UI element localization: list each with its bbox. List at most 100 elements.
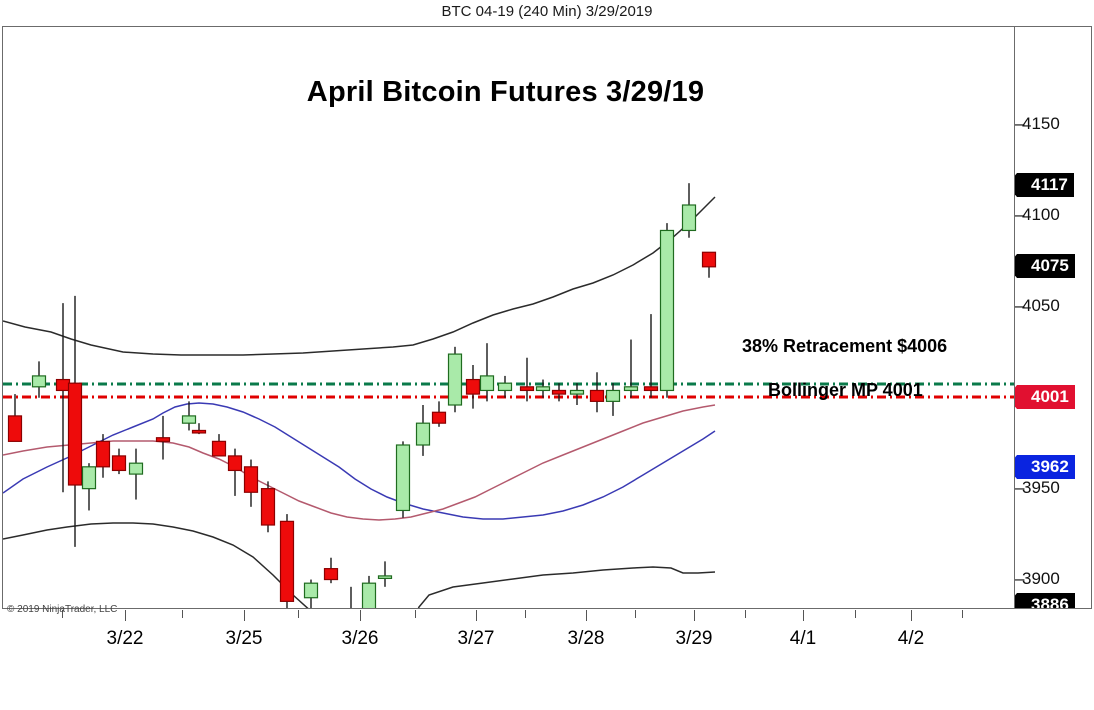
candle[interactable] [415,405,431,456]
series-moving-average-blue [3,402,716,520]
candle[interactable] [497,375,513,398]
candle-body [431,411,447,424]
candle[interactable] [181,401,197,431]
date-axis-tick [244,610,245,621]
candle[interactable] [361,575,377,608]
chart-title: April Bitcoin Futures 3/29/19 [306,76,705,108]
price-axis-tick: –4150 [1015,114,1060,134]
price-marker-4001: 4001 [1015,385,1075,409]
candle-body [55,378,71,392]
candle[interactable] [519,357,535,402]
candle-body [81,466,97,490]
date-axis-minor-tick [855,610,856,618]
candle-body [589,389,605,402]
price-axis-tick: –4100 [1015,205,1060,225]
price-marker-label: 3962 [1031,457,1069,476]
price-marker-label: 4117 [1031,175,1068,194]
candle[interactable] [465,365,481,409]
date-axis-label: 3/22 [106,628,144,649]
date-axis-label: 3/28 [567,628,605,649]
candle[interactable] [395,441,411,518]
price-marker-arrow [1015,385,1017,409]
tick-dash: – [1015,114,1025,133]
price-marker-arrow [1015,173,1017,197]
candle[interactable] [345,586,358,608]
chart-plot-area[interactable] [3,27,1014,608]
candle-body [569,389,585,395]
date-axis-label: 3/27 [457,628,495,649]
candle[interactable] [643,314,659,398]
candle-body [303,582,319,599]
price-marker-4117: 4117 [1015,173,1074,197]
price-marker-3886: 3886 [1015,593,1075,608]
window-title: BTC 04-19 (240 Min) 3/29/2019 [441,3,653,20]
date-axis-minor-tick [962,610,963,618]
candle-body [95,440,111,468]
candle[interactable] [279,514,295,608]
candle[interactable] [191,423,207,435]
price-axis-tick-label: 3900 [1022,568,1060,588]
candle[interactable] [7,394,23,442]
chart-annotation: Bollinger MP 4001 [768,380,923,400]
candle[interactable] [605,383,621,416]
candle[interactable] [431,401,447,427]
candle-body [191,429,207,434]
candle-body [227,455,243,472]
candle[interactable] [260,481,276,533]
candle[interactable] [447,346,463,413]
candle[interactable] [31,361,47,398]
candle[interactable] [111,448,127,475]
candle[interactable] [701,251,717,278]
price-axis-tick-label: 3950 [1022,477,1060,497]
candle[interactable] [569,383,585,405]
candle-body [623,386,639,392]
candle-body [279,520,295,602]
candle-body [415,422,431,446]
candle-body [7,415,23,442]
candle[interactable] [535,379,551,398]
candle[interactable] [623,339,639,398]
price-axis-tick: –3950 [1015,478,1060,498]
candle-body [260,488,276,526]
candle[interactable] [227,448,243,496]
candle[interactable] [95,434,111,478]
candle[interactable] [155,415,171,460]
date-axis-minor-tick [298,610,299,618]
candle-body [681,204,697,232]
price-marker-arrow [1015,254,1017,278]
candle[interactable] [681,183,697,238]
price-axis-tick: –3900 [1015,569,1060,589]
price-marker-label: 4001 [1031,387,1069,406]
candle[interactable] [377,561,393,587]
date-axis-tick [125,610,126,621]
candle[interactable] [243,459,259,507]
candle[interactable] [81,463,97,511]
candle-body [659,229,675,392]
candle[interactable] [67,295,83,547]
price-axis-separator [1014,27,1015,608]
candle[interactable] [128,448,144,500]
candle-body [519,386,535,392]
date-axis-label: 4/1 [789,628,817,649]
candle[interactable] [479,343,495,402]
price-axis[interactable]: –3900 –3950 –4050 –4100 –4150 4117 4075 4001 396… [1015,27,1094,608]
candle[interactable] [589,372,605,413]
candle-body [377,575,393,580]
candle[interactable] [551,383,567,402]
candle[interactable] [211,434,227,457]
series-moving-average-red [3,404,716,521]
candlestick-svg [3,183,1014,608]
candle-body [551,389,567,395]
candle-body [447,353,463,406]
candle[interactable] [323,557,339,584]
candle[interactable] [303,579,319,608]
date-axis-minor-tick [745,610,746,618]
candle-body [465,378,481,395]
candle[interactable] [659,223,675,398]
price-axis-tick-label: 4150 [1022,114,1060,133]
candle-body [497,382,513,392]
candle-body [211,440,227,457]
date-axis-tick [586,610,587,621]
date-axis-minor-tick [525,610,526,618]
date-axis-label: 4/2 [897,628,925,649]
